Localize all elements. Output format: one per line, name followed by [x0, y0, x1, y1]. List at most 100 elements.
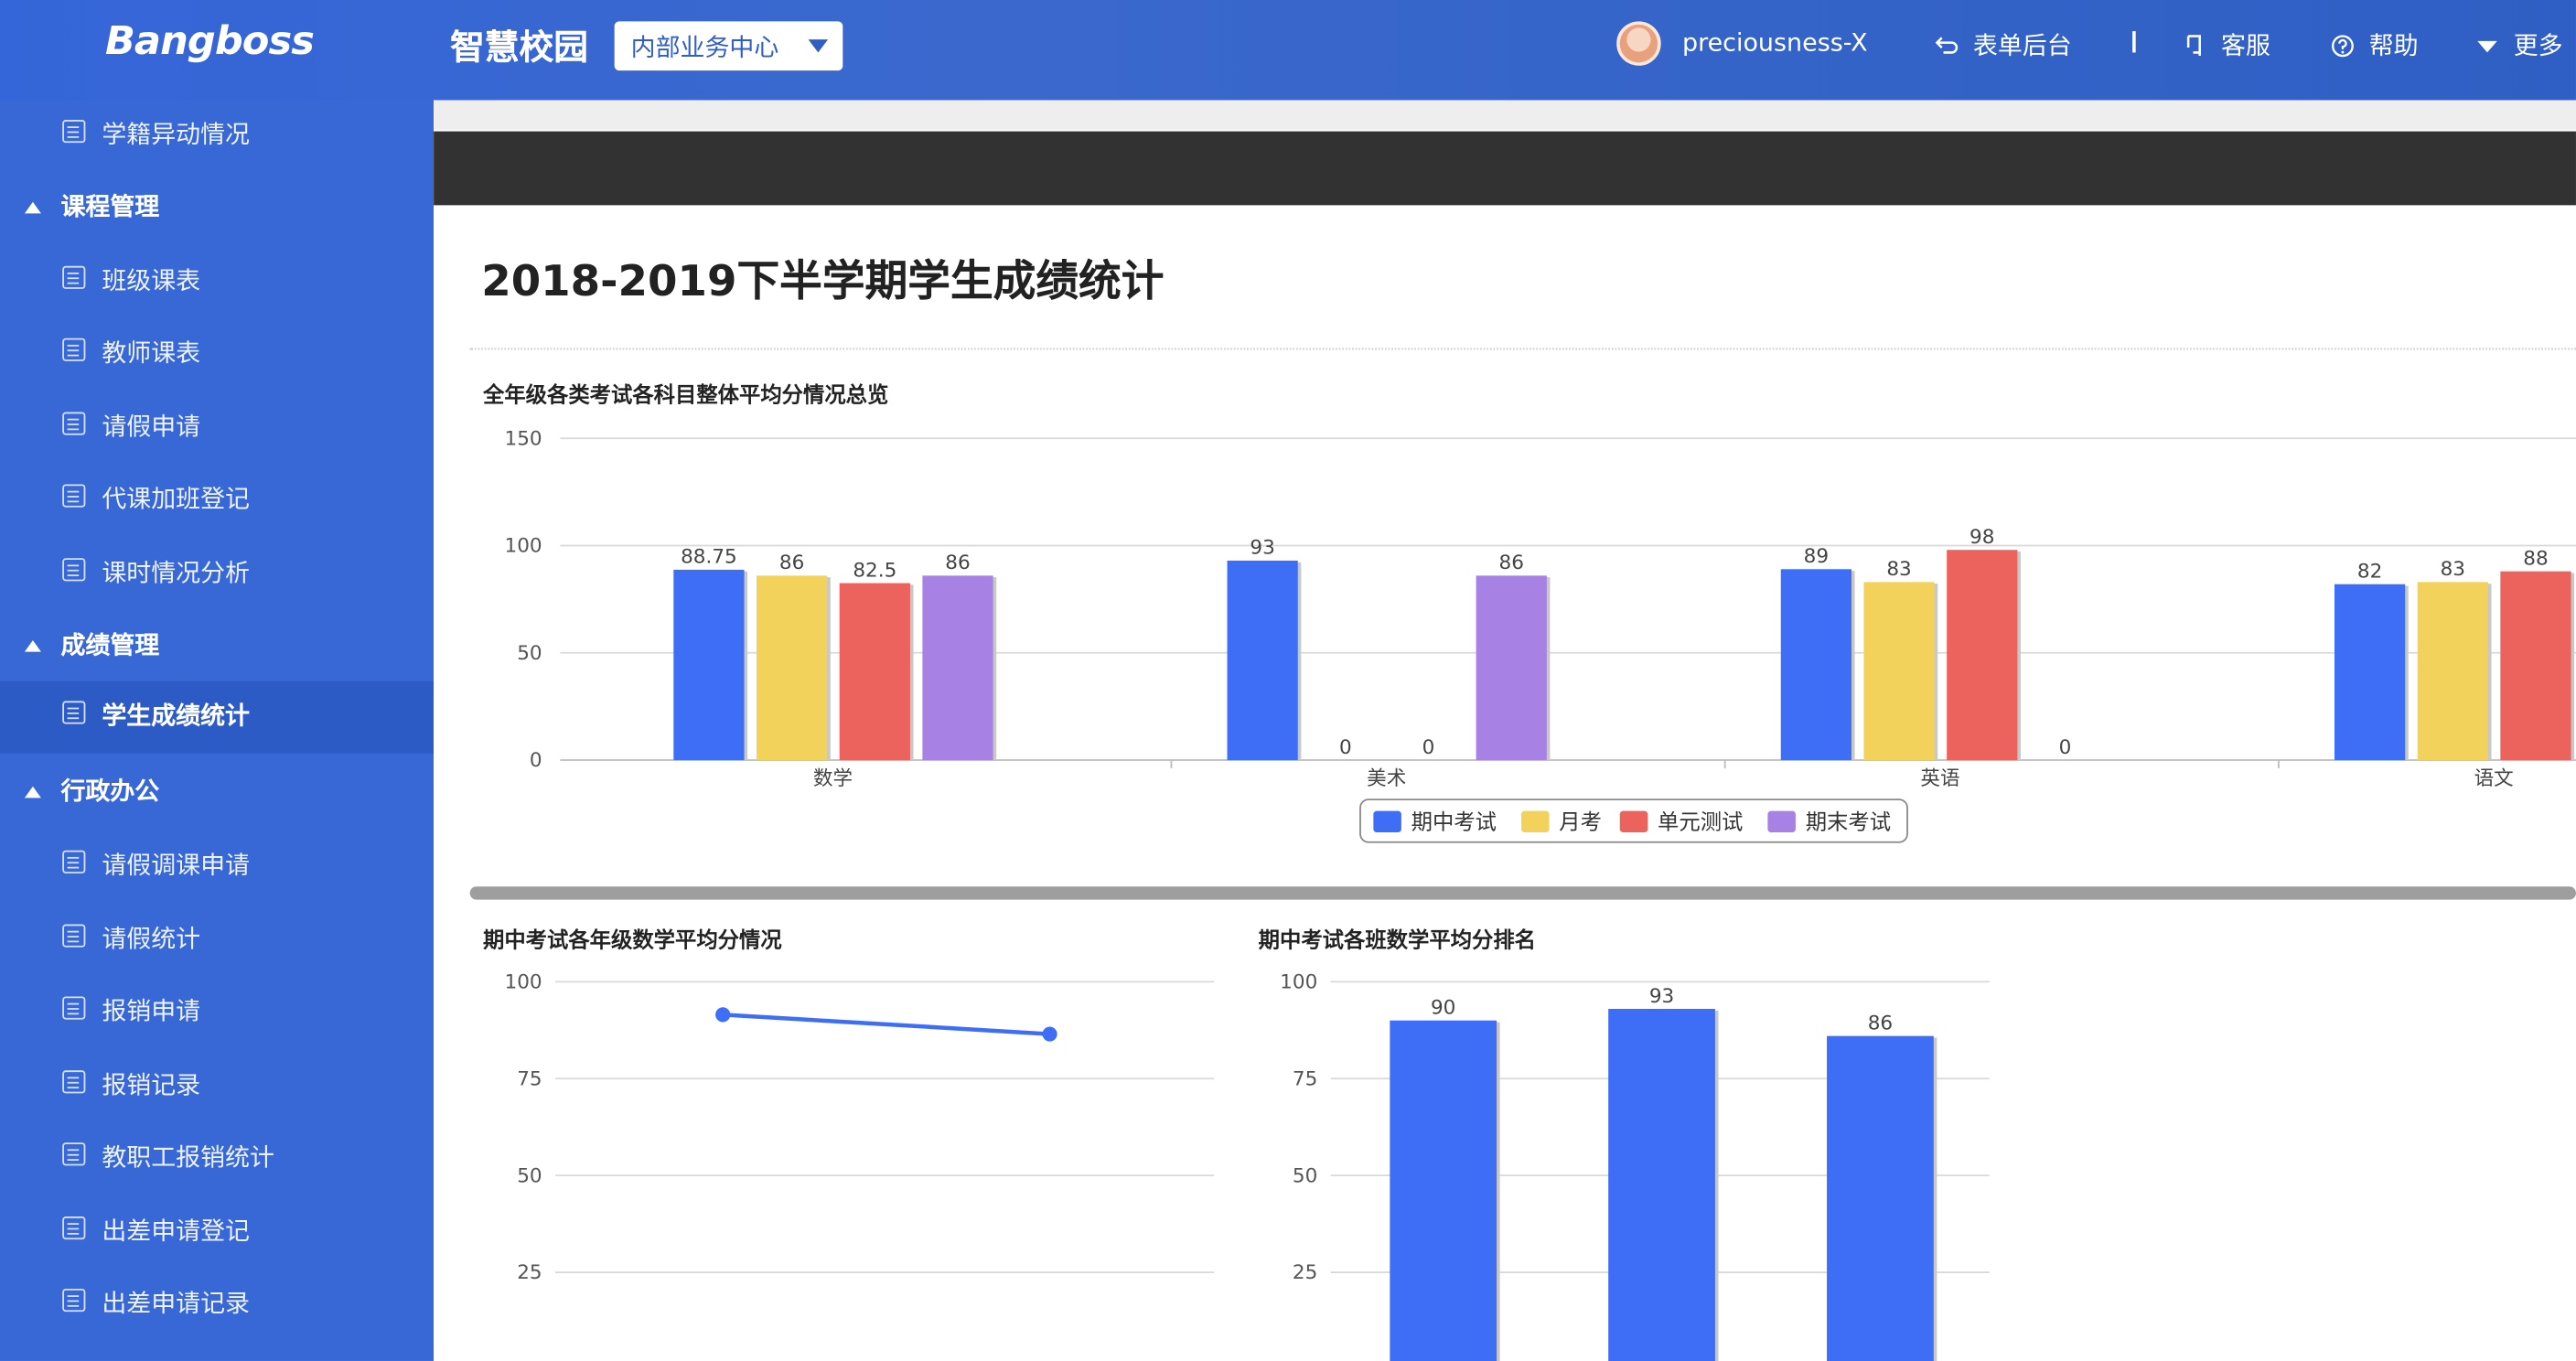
y-tick-label: 100	[505, 971, 542, 994]
data-label: 93	[1649, 985, 1674, 1008]
sidebar-group-admin[interactable]: 行政办公	[0, 756, 434, 829]
calendar-icon	[62, 265, 86, 289]
nav-form-backend[interactable]: 表单后台	[1935, 28, 2072, 63]
legend-label: 单元测试	[1658, 809, 1743, 834]
section-scrollbar[interactable]	[469, 886, 2576, 900]
sidebar-item-label: 出差申请登记	[102, 1216, 251, 1247]
bar	[1863, 582, 1935, 761]
bar	[1390, 1020, 1497, 1361]
nav-label: 表单后台	[1972, 31, 2072, 61]
logo[interactable]: Bangboss	[104, 17, 315, 65]
legend-swatch	[1521, 810, 1550, 833]
bar	[757, 575, 828, 761]
sidebar-item-status-change[interactable]: 学籍异动情况	[0, 100, 434, 172]
sidebar-item-staff-reimburse-stats[interactable]: 教职工报销统计	[0, 1123, 434, 1195]
y-tick-label: 100	[1280, 971, 1317, 994]
bar	[1608, 1009, 1715, 1361]
bar-chart-icon	[62, 1288, 86, 1313]
form-icon	[62, 484, 86, 508]
sidebar-item-label: 报销申请	[102, 996, 201, 1026]
y-tick-label: 0	[530, 749, 542, 772]
sidebar-group-label: 成绩管理	[60, 630, 160, 660]
username[interactable]: preciousness-X	[1682, 27, 1868, 58]
sidebar-item-teacher-schedule[interactable]: 教师课表	[0, 318, 434, 391]
bar	[1227, 560, 1298, 761]
caret-down-icon	[2477, 40, 2497, 53]
top-bar: Bangboss 智慧校园 内部业务中心 preciousness-X 表单后台…	[0, 0, 2576, 101]
x-tick-label: 数学	[813, 767, 853, 790]
nav-customer-service[interactable]: 客服	[2184, 28, 2270, 63]
bar	[1947, 550, 2018, 761]
nav-label: 更多	[2513, 31, 2563, 61]
sidebar-item-label: 报销记录	[102, 1070, 201, 1100]
sidebar-item-label: 课时情况分析	[102, 558, 251, 588]
bar	[922, 575, 993, 761]
legend-label: 期中考试	[1411, 809, 1497, 834]
y-tick-label: 100	[505, 535, 542, 558]
printer-icon	[62, 412, 86, 435]
chart-title: 期中考试各年级数学平均分情况	[483, 927, 782, 953]
bar-chart-icon	[62, 701, 86, 724]
dept-select[interactable]: 内部业务中心	[614, 21, 843, 71]
sidebar-item-leave-request[interactable]: 请假申请	[0, 392, 434, 465]
sidebar-item-trip-register[interactable]: 出差申请登记	[0, 1196, 434, 1269]
bar	[2417, 582, 2488, 761]
data-label: 89	[1804, 545, 1829, 568]
data-label: 0	[2059, 736, 2072, 759]
dept-select-value: 内部业务中心	[630, 32, 779, 63]
y-tick-label: 50	[517, 642, 542, 665]
title-divider	[469, 348, 2576, 350]
sidebar-item-class-schedule[interactable]: 班级课表	[0, 246, 434, 318]
bar	[2334, 584, 2406, 761]
sidebar-item-trip-records[interactable]: 出差申请记录	[0, 1269, 434, 1341]
receipt-icon	[62, 996, 86, 1020]
bar	[1780, 569, 1852, 761]
caret-up-icon	[24, 201, 41, 214]
sidebar-group-grades[interactable]: 成绩管理	[0, 611, 434, 683]
sidebar-item-leave-stats[interactable]: 请假统计	[0, 905, 434, 977]
nav-divider	[2132, 31, 2136, 53]
customer-service-icon	[2186, 35, 2201, 57]
legend-label: 月考	[1559, 809, 1602, 834]
sidebar-item-hours-analysis[interactable]: 课时情况分析	[0, 539, 434, 611]
data-label: 86	[1499, 552, 1524, 574]
nav-more[interactable]: 更多	[2475, 28, 2563, 63]
data-label: 98	[1970, 526, 1994, 549]
data-point	[715, 1007, 731, 1023]
sidebar-item-label: 教职工报销统计	[102, 1142, 274, 1173]
nav-help[interactable]: 帮助	[2331, 28, 2419, 63]
x-tick-label: 语文	[2474, 767, 2514, 790]
sidebar-group-course[interactable]: 课程管理	[0, 172, 434, 244]
data-label: 86	[945, 552, 970, 574]
bar	[1827, 1035, 1934, 1361]
gray-strip	[434, 100, 2576, 130]
avatar[interactable]	[1616, 21, 1661, 66]
y-tick-label: 25	[1293, 1261, 1317, 1284]
data-label: 83	[1886, 558, 1911, 581]
data-label: 0	[1339, 736, 1352, 759]
x-tick-label: 英语	[1920, 767, 1959, 790]
y-tick-label: 50	[1293, 1164, 1317, 1187]
sidebar-item-reimburse-records[interactable]: 报销记录	[0, 1051, 434, 1123]
help-icon	[2332, 35, 2354, 58]
nav-label: 客服	[2221, 31, 2270, 61]
nav-label: 帮助	[2368, 31, 2419, 61]
data-label: 83	[2441, 558, 2465, 581]
sidebar-item-label: 教师课表	[102, 338, 201, 369]
data-label: 90	[1431, 997, 1455, 1020]
series-line	[723, 1013, 1050, 1036]
legend-swatch	[1619, 810, 1648, 833]
sidebar-item-leave-swap[interactable]: 请假调课申请	[0, 831, 434, 903]
sidebar-item-reimburse-request[interactable]: 报销申请	[0, 977, 434, 1049]
data-label: 93	[1250, 537, 1274, 560]
bar	[673, 569, 745, 761]
form-icon	[62, 1216, 86, 1240]
data-point	[1042, 1026, 1057, 1042]
sidebar-item-student-grades[interactable]: 学生成绩统计	[0, 680, 435, 754]
sidebar-item-label: 请假统计	[102, 924, 201, 954]
sidebar-item-substitute-register[interactable]: 代课加班登记	[0, 465, 434, 537]
y-tick-label: 25	[517, 1261, 542, 1284]
bar-chart-icon	[62, 1142, 86, 1166]
sidebar-item-label: 代课加班登记	[102, 484, 251, 514]
calendar-icon	[62, 1070, 86, 1094]
